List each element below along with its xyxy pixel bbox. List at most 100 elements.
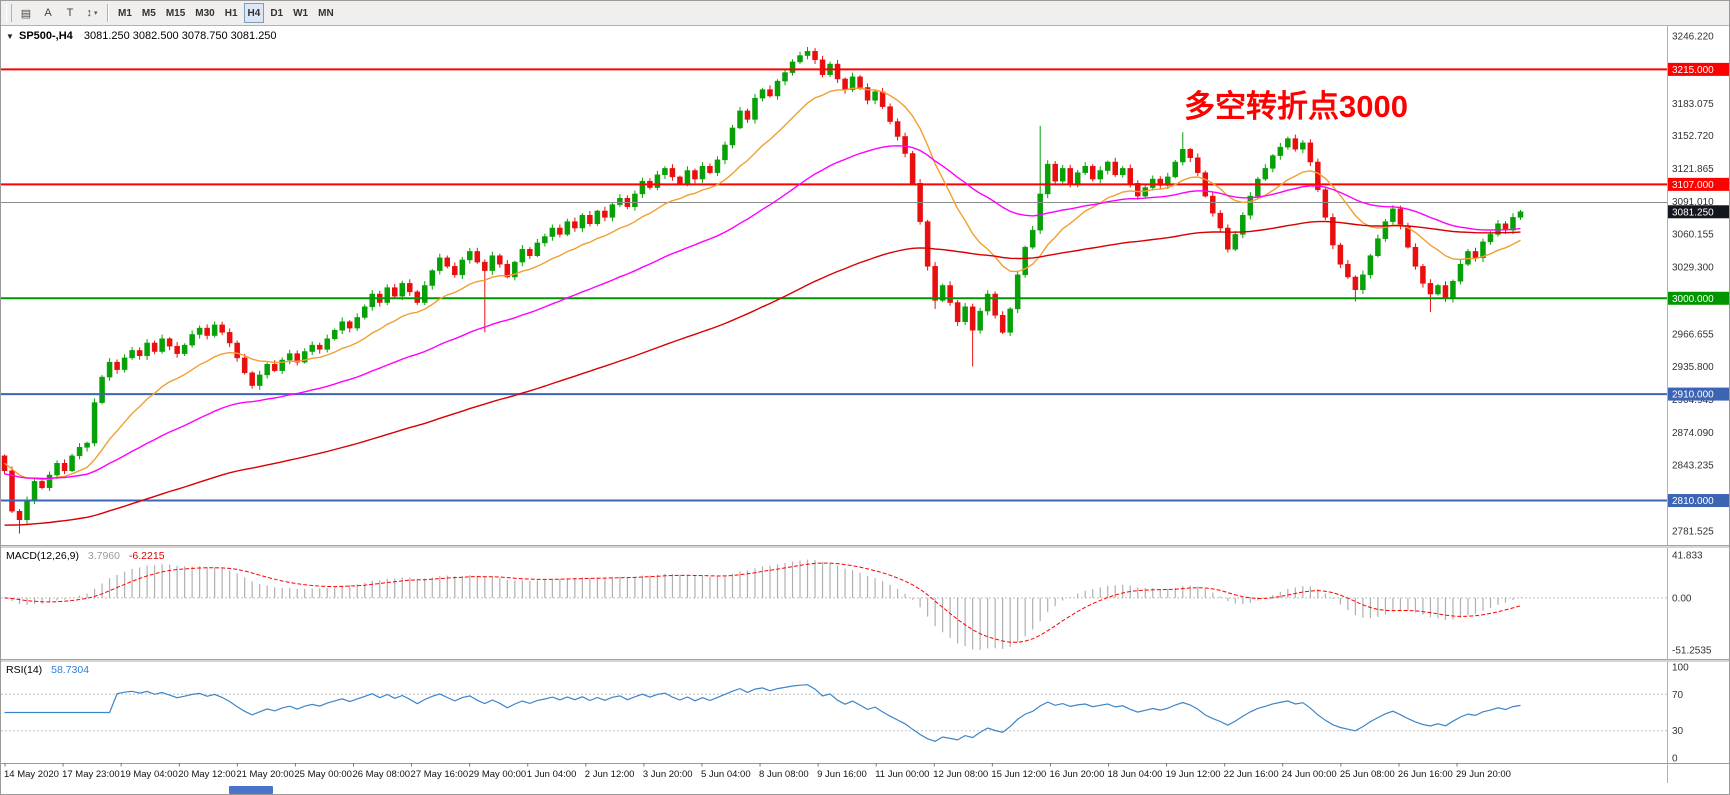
- rsi-axis-label: 30: [1672, 726, 1684, 737]
- timeframe-w1-button[interactable]: W1: [289, 3, 312, 23]
- timeframe-label: M5: [141, 7, 156, 19]
- timeframe-label: M30: [195, 7, 215, 19]
- time-axis-label: 11 Jun 00:00: [875, 769, 929, 780]
- timeframe-label: D1: [270, 7, 284, 19]
- time-axis-label: 18 Jun 04:00: [1108, 769, 1163, 780]
- timeframe-label: MN: [318, 7, 334, 19]
- text-label-button[interactable]: A: [38, 3, 58, 23]
- horizontal-lines[interactable]: [1, 68, 1667, 502]
- macd-signal-line: [4, 562, 1521, 643]
- price-line-label: 3215.000: [1668, 62, 1729, 76]
- price-axis-label: 2935.800: [1672, 362, 1714, 373]
- time-axis-label: 21 May 20:00: [236, 769, 294, 780]
- chart-canvas[interactable]: 3246.220 3183.075 3152.720 3121.865 3091.010…: [1, 26, 1730, 795]
- time-axis-label: 27 May 16:00: [411, 769, 469, 780]
- macd-axis-label: 0.00: [1672, 593, 1692, 604]
- text-label-icon: A: [44, 7, 52, 19]
- candlesticks: [1, 47, 1524, 534]
- timeframe-m5-button[interactable]: M5: [138, 3, 160, 23]
- price-axis-label: 2874.090: [1672, 428, 1714, 439]
- objects-icon: ↕: [86, 7, 92, 19]
- price-axis-label: 2843.235: [1672, 461, 1714, 472]
- rsi-axis-label: 0: [1672, 754, 1678, 765]
- pane-splitter[interactable]: [1, 659, 1730, 662]
- chart-mode-button[interactable]: ▤: [16, 3, 36, 23]
- timeframe-label: W1: [293, 7, 309, 19]
- price-line-label: 3107.000: [1668, 177, 1729, 191]
- time-axis-label: 15 Jun 12:00: [991, 769, 1046, 780]
- price-axis-label: 3183.075: [1672, 99, 1714, 110]
- time-axis-label: 29 Jun 20:00: [1456, 769, 1511, 780]
- rsi-line: [4, 684, 1521, 742]
- svg-text:3000.000: 3000.000: [1672, 294, 1714, 305]
- svg-text:3081.250: 3081.250: [1672, 207, 1714, 218]
- ma-slow-red: [4, 220, 1521, 526]
- price-axis-label: 3060.155: [1672, 230, 1714, 241]
- svg-text:2810.000: 2810.000: [1672, 496, 1714, 507]
- svg-text:3107.000: 3107.000: [1672, 180, 1714, 191]
- time-axis-label: 9 Jun 16:00: [817, 769, 867, 780]
- chart-area: 3246.220 3183.075 3152.720 3121.865 3091.010…: [1, 26, 1730, 795]
- svg-text:2910.000: 2910.000: [1672, 390, 1714, 401]
- toolbar-separator: [107, 4, 109, 22]
- timeframe-h4-button[interactable]: H4: [243, 3, 265, 23]
- time-axis-label: 14 May 2020: [4, 769, 59, 780]
- toolbar-drag-handle[interactable]: [6, 4, 12, 22]
- time-axis: 14 May 2020 17 May 23:00 19 May 04:00 20 Ma…: [4, 763, 1511, 780]
- macd-axis-label: -51.2535: [1672, 646, 1712, 657]
- time-axis-label: 12 Jun 08:00: [933, 769, 988, 780]
- time-axis-label: 5 Jun 04:00: [701, 769, 751, 780]
- time-axis-label: 26 May 08:00: [352, 769, 410, 780]
- dropdown-arrow-icon: ▾: [93, 10, 98, 17]
- rsi-axis-label: 100: [1672, 663, 1689, 674]
- price-axis-label: 2966.655: [1672, 329, 1714, 340]
- h-scrollbar-thumb[interactable]: [229, 786, 273, 794]
- timeframe-label: H1: [224, 7, 238, 19]
- objects-dropdown-button[interactable]: ↕ ▾: [82, 3, 102, 23]
- time-axis-label: 3 Jun 20:00: [643, 769, 693, 780]
- timeframe-m1-button[interactable]: M1: [114, 3, 136, 23]
- h-scrollbar-track[interactable]: [1, 783, 1730, 795]
- time-axis-label: 8 Jun 08:00: [759, 769, 809, 780]
- price-line-label: 2910.000: [1668, 387, 1729, 401]
- time-axis-label: 29 May 00:00: [469, 769, 527, 780]
- timeframe-label: M15: [165, 7, 186, 19]
- price-axis-label: 3152.720: [1672, 131, 1714, 142]
- macd-axis-label: 41.833: [1672, 551, 1703, 562]
- timeframe-mn-button[interactable]: MN: [314, 3, 338, 23]
- text-button[interactable]: T: [60, 3, 80, 23]
- ma-mid-magenta: [4, 145, 1521, 480]
- main-toolbar: ▤ A T ↕ ▾ M1 M5 M15 M30 H1 H4 D1 W1 MN: [1, 1, 1729, 26]
- ma-fast-orange: [4, 87, 1521, 481]
- price-axis: 3246.220 3183.075 3152.720 3121.865 3091.010…: [1668, 32, 1729, 537]
- time-axis-label: 17 May 23:00: [62, 769, 120, 780]
- pane-splitter[interactable]: [1, 545, 1730, 548]
- timeframe-label: M1: [118, 7, 132, 19]
- time-axis-label: 22 Jun 16:00: [1224, 769, 1279, 780]
- price-axis-label: 3091.010: [1672, 197, 1714, 208]
- timeframe-m30-button[interactable]: M30: [191, 3, 218, 23]
- timeframe-h1-button[interactable]: H1: [221, 3, 242, 23]
- time-axis-label: 25 Jun 08:00: [1340, 769, 1395, 780]
- timeframe-d1-button[interactable]: D1: [266, 3, 287, 23]
- time-axis-label: 1 Jun 04:00: [527, 769, 577, 780]
- time-axis-label: 24 Jun 00:00: [1282, 769, 1337, 780]
- chart-mode-icon: ▤: [20, 7, 32, 20]
- price-axis-label: 3246.220: [1672, 32, 1714, 43]
- price-axis-label: 2781.525: [1672, 526, 1714, 537]
- time-axis-label: 16 Jun 20:00: [1049, 769, 1104, 780]
- macd-histogram: [11, 559, 1522, 650]
- time-axis-label: 25 May 00:00: [294, 769, 352, 780]
- price-axis-label: 3121.865: [1672, 164, 1714, 175]
- price-axis-label: 3029.300: [1672, 263, 1714, 274]
- timeframe-label: H4: [247, 7, 261, 19]
- text-icon: T: [66, 7, 74, 19]
- svg-text:3215.000: 3215.000: [1672, 65, 1714, 76]
- time-axis-label: 19 May 04:00: [120, 769, 178, 780]
- price-line-label: 3081.250: [1668, 205, 1729, 219]
- time-axis-label: 2 Jun 12:00: [585, 769, 635, 780]
- timeframe-m15-button[interactable]: M15: [162, 3, 189, 23]
- time-axis-label: 26 Jun 16:00: [1398, 769, 1453, 780]
- time-axis-label: 20 May 12:00: [178, 769, 236, 780]
